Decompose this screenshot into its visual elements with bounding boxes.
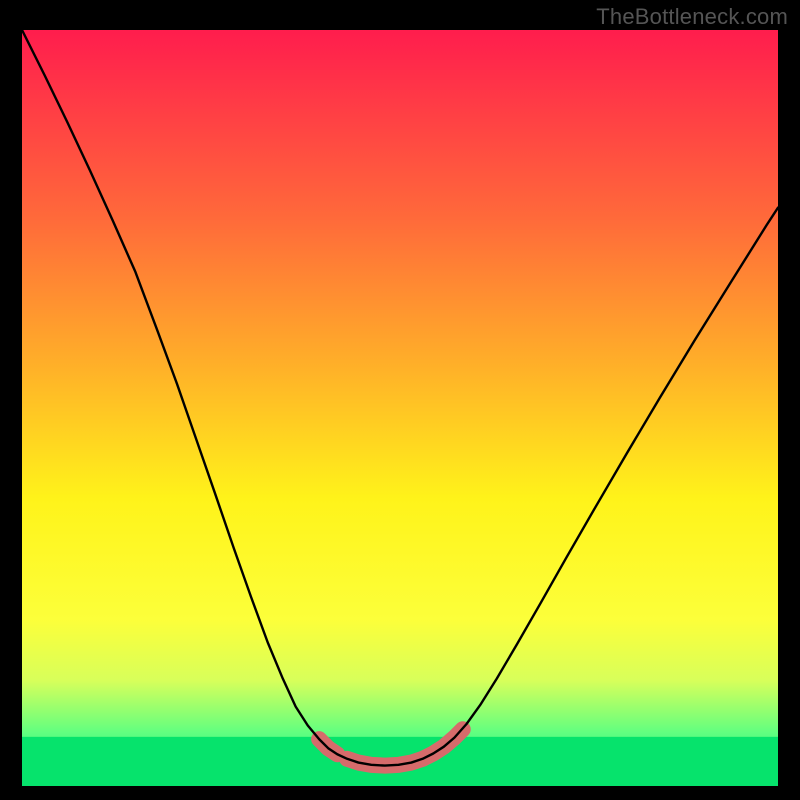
plot-area [22, 30, 778, 786]
gradient-background [22, 30, 778, 786]
bottleneck-curve-chart [22, 30, 778, 786]
watermark-text: TheBottleneck.com [596, 4, 788, 30]
chart-frame: TheBottleneck.com [0, 0, 800, 800]
